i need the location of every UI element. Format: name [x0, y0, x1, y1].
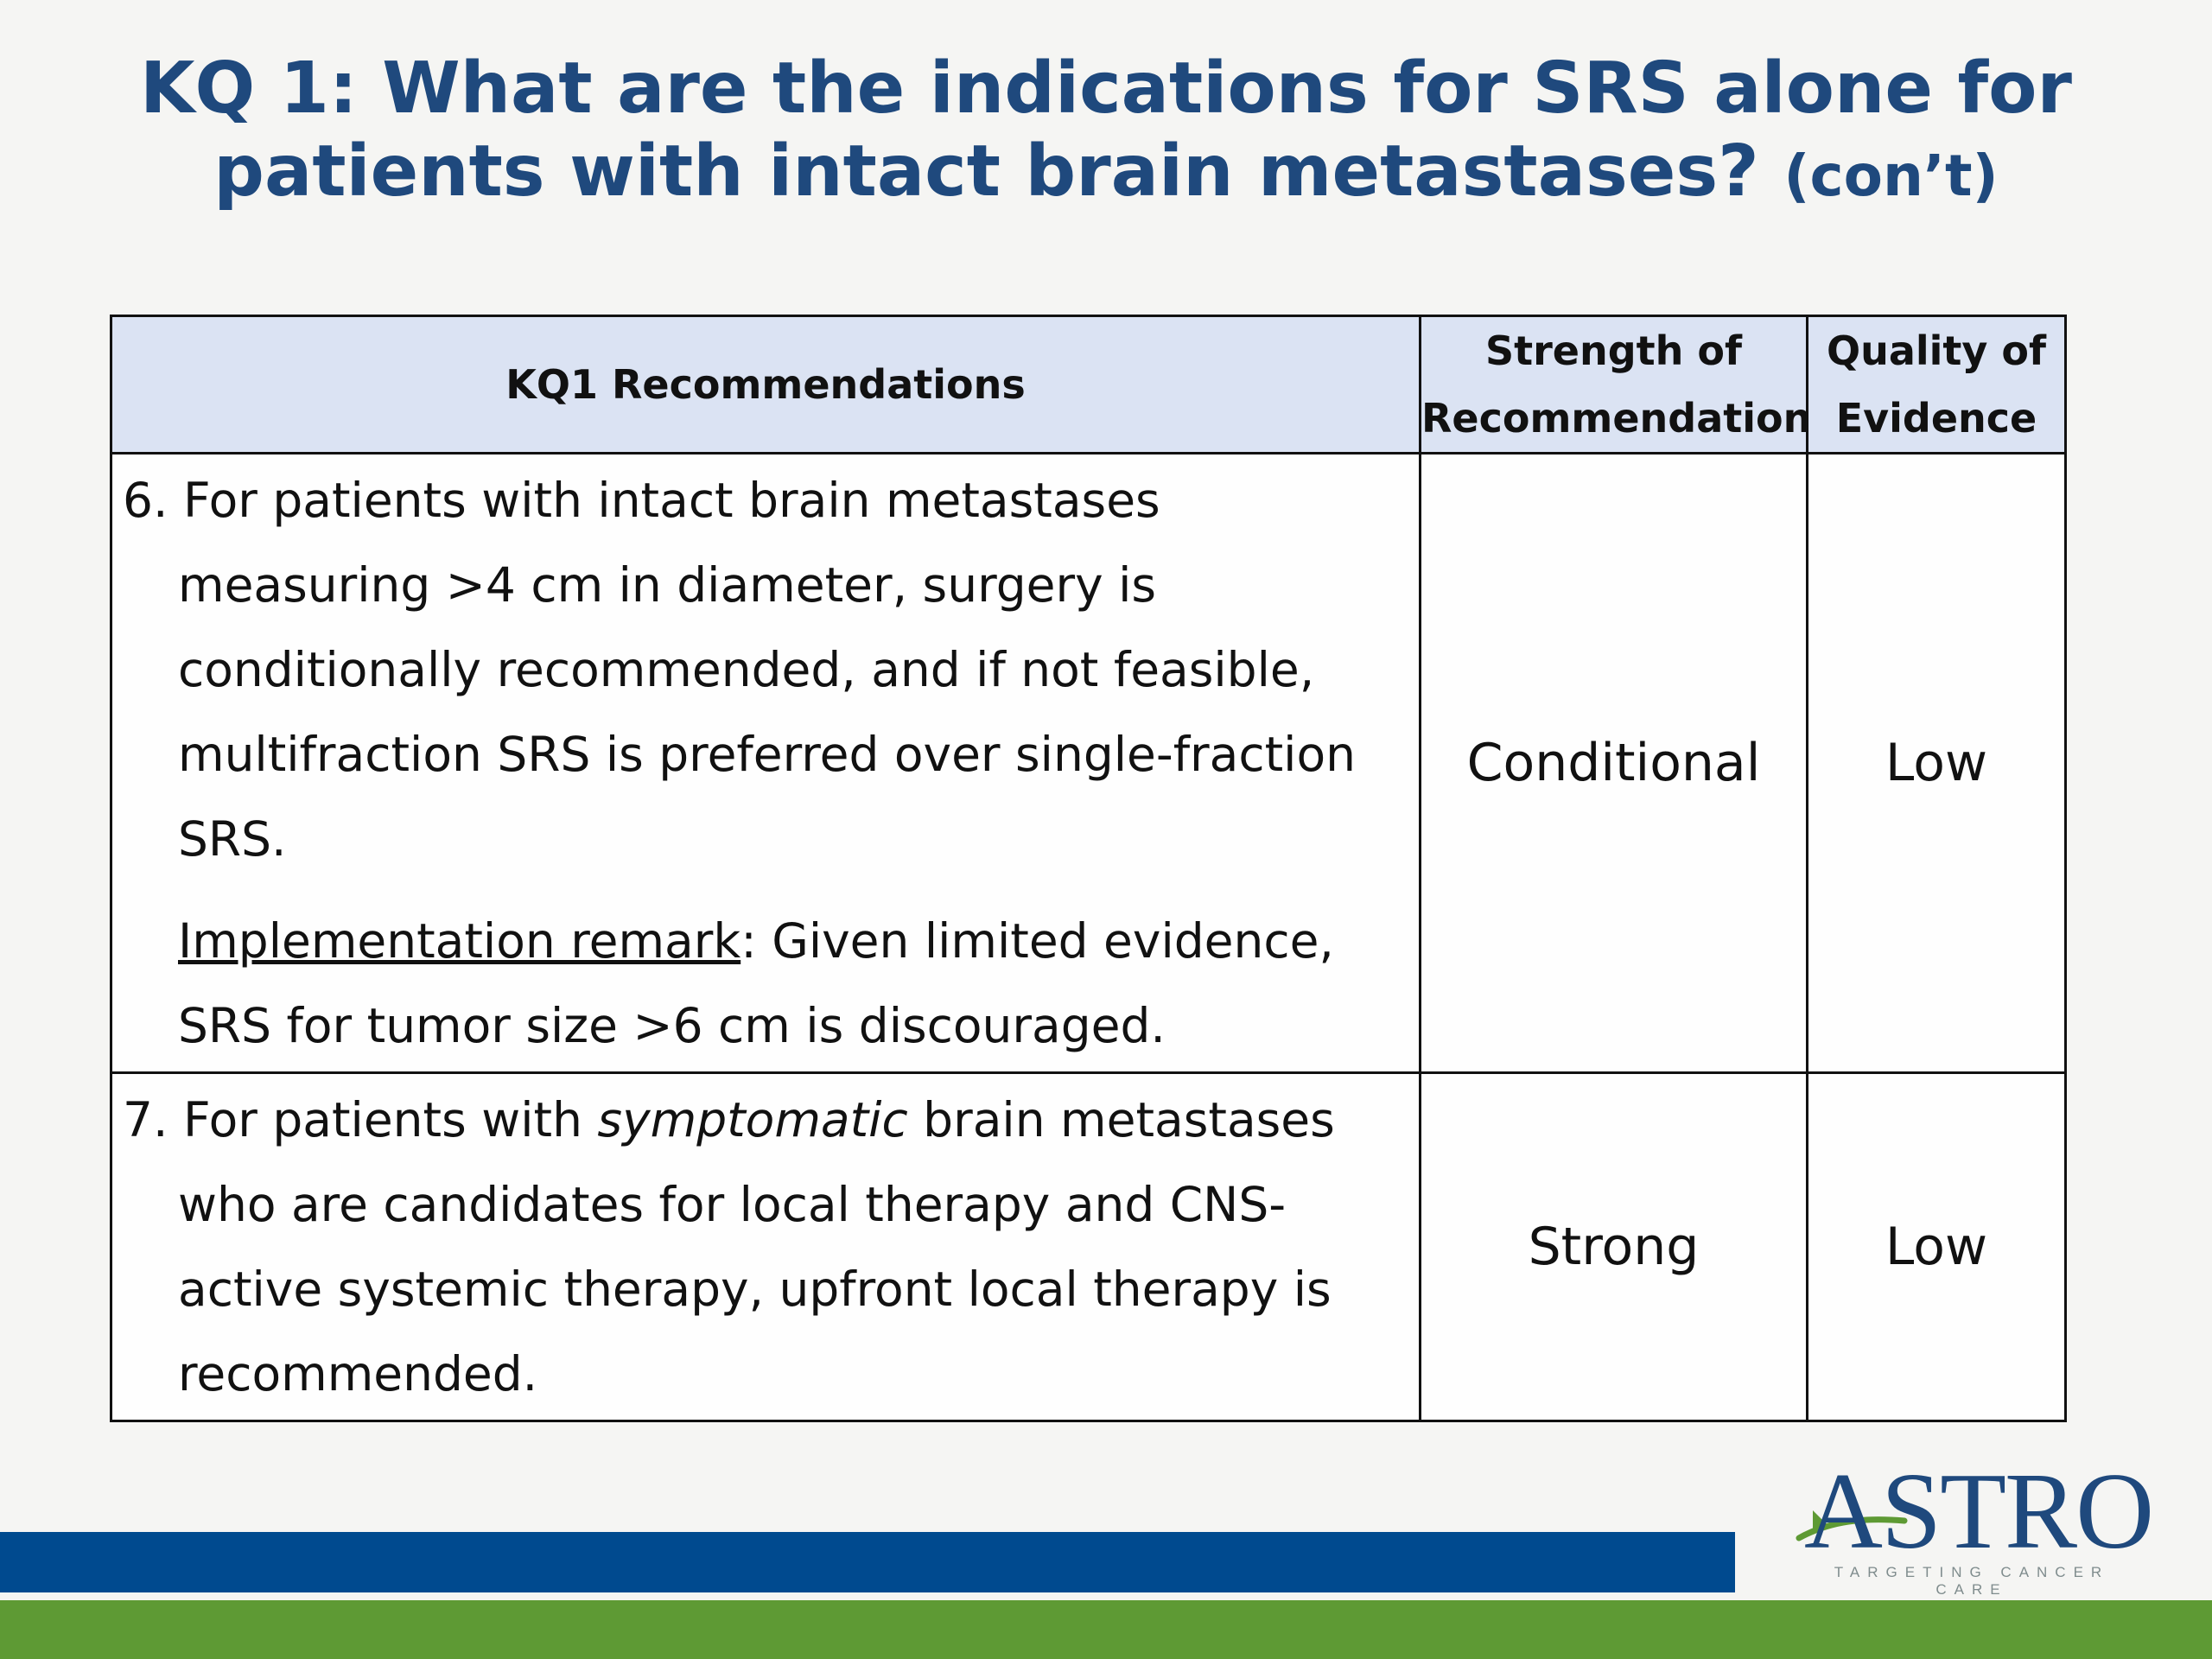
rec-7-text-before: 7. For patients with: [123, 1092, 598, 1147]
header-strength-line-1: Strength of: [1484, 327, 1743, 374]
title-line-2-text: patients with intact brain metastases?: [213, 130, 1759, 213]
slide-title: KQ 1: What are the indications for SRS a…: [0, 48, 2212, 218]
quality-7: Low: [1806, 1071, 2067, 1422]
header-quality-line-2: Evidence: [1835, 395, 2037, 442]
recommendation-7: 7. For patients with symptomatic brain m…: [110, 1071, 1421, 1422]
title-line-2: patients with intact brain metastases? (…: [0, 130, 2212, 218]
logo-wordmark: ASTRO: [1804, 1452, 2154, 1572]
implementation-remark: Implementation remark: Given limited evi…: [123, 899, 1412, 1068]
recommendation-7-text: 7. For patients with symptomatic brain m…: [123, 1077, 1412, 1416]
recommendation-6-text: 6. For patients with intact brain metast…: [123, 473, 1356, 867]
table-header-row: KQ1 Recommendations Strength of Recommen…: [110, 315, 2067, 454]
logo-tagline: TARGETING CANCER CARE: [1834, 1564, 2110, 1598]
header-recommendations: KQ1 Recommendations: [110, 315, 1421, 454]
table-row: 6. For patients with intact brain metast…: [110, 452, 2067, 1074]
quality-6: Low: [1806, 452, 2067, 1074]
title-line-1: KQ 1: What are the indications for SRS a…: [140, 48, 2072, 130]
footer-blue-bar: [0, 1532, 1735, 1592]
recommendation-6: 6. For patients with intact brain metast…: [110, 452, 1421, 1074]
header-quality: Quality of Evidence: [1806, 315, 2067, 454]
table-row: 7. For patients with symptomatic brain m…: [110, 1071, 2067, 1422]
rec-7-emphasis: symptomatic: [597, 1092, 908, 1147]
header-strength: Strength of Recommendation: [1419, 315, 1812, 454]
astro-logo: ASTRO TARGETING CANCER CARE: [1796, 1452, 2154, 1598]
remark-label: Implementation remark: [178, 913, 741, 969]
header-strength-line-2: Recommendation: [1421, 395, 1812, 442]
header-quality-line-1: Quality of: [1826, 327, 2047, 374]
strength-6: Conditional: [1419, 452, 1808, 1074]
footer-green-bar: [0, 1600, 2212, 1659]
strength-7: Strong: [1419, 1071, 1808, 1422]
recommendations-table: KQ1 Recommendations Strength of Recommen…: [110, 315, 2067, 1422]
title-suffix: (con’t): [1783, 143, 1999, 209]
rec-7-text-after: brain metastases who are candidates for …: [178, 1092, 1335, 1402]
swoosh-icon: [1796, 1510, 1908, 1541]
remark-text: : Given limited evidence, SRS for tumor …: [178, 913, 1334, 1053]
